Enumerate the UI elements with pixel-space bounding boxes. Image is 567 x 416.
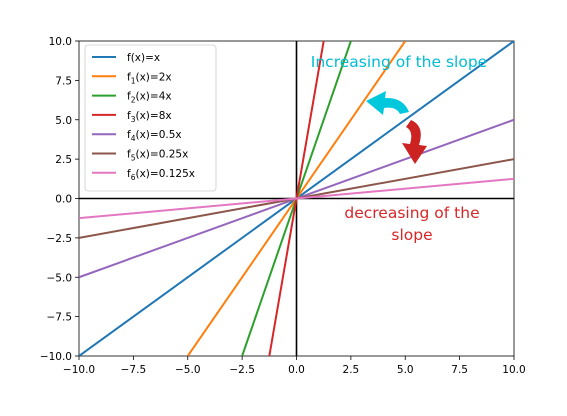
x-tick-label: 0.0 (288, 364, 305, 376)
y-tick-label: 5.0 (55, 115, 72, 127)
legend-label: f4(x)=0.5x (127, 129, 182, 143)
arrow-decreasing-icon (402, 120, 427, 164)
x-tick-label: 5.0 (397, 364, 414, 376)
y-tick-label: −5.0 (47, 272, 73, 284)
y-tick-label: 0.0 (55, 194, 72, 206)
y-tick-label: −10.0 (40, 351, 72, 363)
annotation-decreasing: decreasing of the (344, 204, 479, 222)
y-tick-label: 2.5 (55, 154, 72, 166)
legend-label: f6(x)=0.125x (127, 168, 195, 182)
x-tick-label: −5.0 (175, 364, 201, 376)
legend-label: f1(x)=2x (127, 71, 172, 85)
arrow-increasing-icon (366, 91, 409, 115)
y-tick-label: 7.5 (55, 75, 72, 87)
annotation-increasing: Increasing of the slope (311, 53, 487, 71)
y-tick-label: 10.0 (49, 36, 72, 48)
legend-label: f5(x)=0.25x (127, 149, 188, 163)
x-tick-label: 7.5 (451, 364, 468, 376)
annotation-decreasing: slope (391, 226, 432, 244)
y-tick-label: −2.5 (47, 233, 73, 245)
x-tick-label: 2.5 (343, 364, 360, 376)
y-tick-label: −7.5 (47, 312, 73, 324)
legend-label: f(x)=x (127, 52, 160, 64)
x-tick-label: 10.0 (502, 364, 525, 376)
series-line-6 (79, 177, 514, 220)
legend-label: f2(x)=4x (127, 91, 172, 105)
legend-box (84, 44, 217, 192)
x-tick-label: −7.5 (121, 364, 147, 376)
x-tick-label: −2.5 (229, 364, 255, 376)
series-group (79, 41, 514, 356)
legend-label: f3(x)=8x (127, 110, 172, 124)
x-tick-label: −10.0 (63, 364, 95, 376)
